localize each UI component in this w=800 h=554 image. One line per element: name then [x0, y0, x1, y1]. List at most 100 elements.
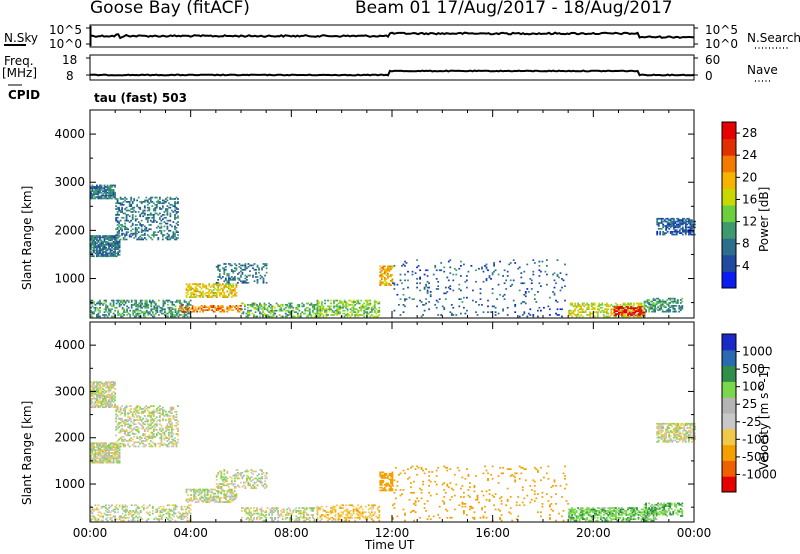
power-cell: [133, 198, 136, 200]
velocity-cell: [137, 409, 140, 412]
power-cell: [304, 308, 307, 311]
power-cell: [434, 304, 437, 306]
velocity-cell: [194, 492, 197, 495]
power-cell: [258, 271, 260, 274]
velocity-cell: [103, 382, 106, 385]
power-cell: [636, 302, 638, 305]
power-cell: [162, 238, 164, 241]
power-cell: [131, 224, 134, 226]
velocity-cell: [91, 386, 94, 389]
power-cell: [215, 289, 218, 291]
velocity-cell: [118, 447, 121, 450]
power-cell: [211, 290, 214, 293]
power-cell: [648, 306, 650, 309]
velocity-cell: [151, 405, 154, 407]
velocity-cell: [217, 490, 220, 492]
velocity-cell: [142, 427, 145, 430]
velocity-cell: [180, 508, 183, 511]
velocity-cell: [96, 391, 98, 393]
velocity-cell: [108, 385, 110, 388]
power-cell: [441, 305, 444, 308]
power-cell: [124, 222, 126, 225]
power-cell: [124, 228, 126, 231]
power-cell: [224, 277, 227, 280]
power-cell: [160, 215, 163, 218]
power-cell: [150, 314, 153, 316]
power-cell: [108, 190, 110, 193]
power-cell: [170, 301, 172, 303]
velocity-cell: [188, 498, 191, 501]
power-cell: [163, 221, 166, 223]
power-cell: [254, 315, 257, 318]
velocity-cell: [221, 484, 224, 487]
power-cell: [289, 312, 292, 315]
power-cell: [106, 249, 109, 252]
nsky-trace: [89, 31, 694, 40]
power-cell: [93, 241, 95, 243]
velocity-cell: [159, 408, 161, 410]
velocity-cell: [247, 483, 250, 485]
velocity-cell: [114, 381, 116, 383]
power-cell: [90, 194, 92, 197]
power-cell: [114, 239, 116, 242]
power-cell: [140, 237, 143, 239]
power-cell: [302, 305, 305, 308]
power-cell: [343, 301, 346, 303]
power-cell: [419, 278, 421, 280]
velocity-cell: [193, 490, 195, 492]
power-cell: [692, 225, 695, 227]
power-cell: [247, 263, 250, 265]
power-cell: [281, 304, 284, 306]
velocity-cell: [145, 511, 148, 514]
power-cell: [120, 314, 122, 316]
power-cell: [694, 223, 696, 226]
power-cell: [99, 255, 101, 258]
power-cell: [100, 241, 103, 243]
power-cell: [134, 224, 137, 226]
power-cell: [166, 228, 169, 231]
power-cell: [252, 274, 254, 277]
power-cell: [659, 233, 662, 236]
velocity-cell: [151, 445, 154, 448]
power-cell: [148, 235, 151, 238]
power-cell: [678, 226, 681, 229]
power-cell: [102, 304, 104, 306]
power-cell: [121, 202, 123, 205]
velocity-cell: [100, 515, 103, 518]
velocity-cell: [112, 406, 115, 408]
velocity-cell: [143, 433, 146, 435]
power-cell: [558, 314, 560, 316]
power-cell: [663, 302, 666, 304]
power-cell: [106, 236, 109, 239]
power-cell: [581, 302, 584, 305]
velocity-cell: [190, 488, 192, 491]
velocity-cell: [103, 452, 106, 454]
power-cell: [131, 201, 134, 203]
velocity-cell: [177, 438, 179, 441]
power-cell: [503, 298, 506, 300]
power-cell: [352, 302, 355, 305]
power-cell: [226, 274, 229, 277]
power-cell: [583, 302, 586, 305]
velocity-cell: [191, 488, 194, 491]
power-cell: [438, 269, 441, 272]
power-cell: [627, 314, 629, 317]
velocity-cell: [125, 430, 128, 432]
velocity-cell: [96, 386, 98, 389]
power-cell: [598, 305, 601, 308]
velocity-cell: [130, 519, 133, 522]
power-cell: [622, 302, 625, 305]
power-cell: [179, 306, 182, 309]
power-cell: [116, 201, 119, 203]
power-cell: [596, 305, 599, 308]
power-cell: [645, 310, 647, 313]
power-cell: [162, 205, 164, 207]
power-cell: [118, 249, 121, 252]
power-cell: [673, 305, 676, 307]
power-cell: [114, 309, 116, 312]
velocity-cell: [187, 498, 189, 501]
velocity-cell: [130, 504, 133, 507]
velocity-cell: [102, 403, 104, 406]
power-cell: [162, 202, 164, 205]
power-cell: [102, 248, 104, 250]
